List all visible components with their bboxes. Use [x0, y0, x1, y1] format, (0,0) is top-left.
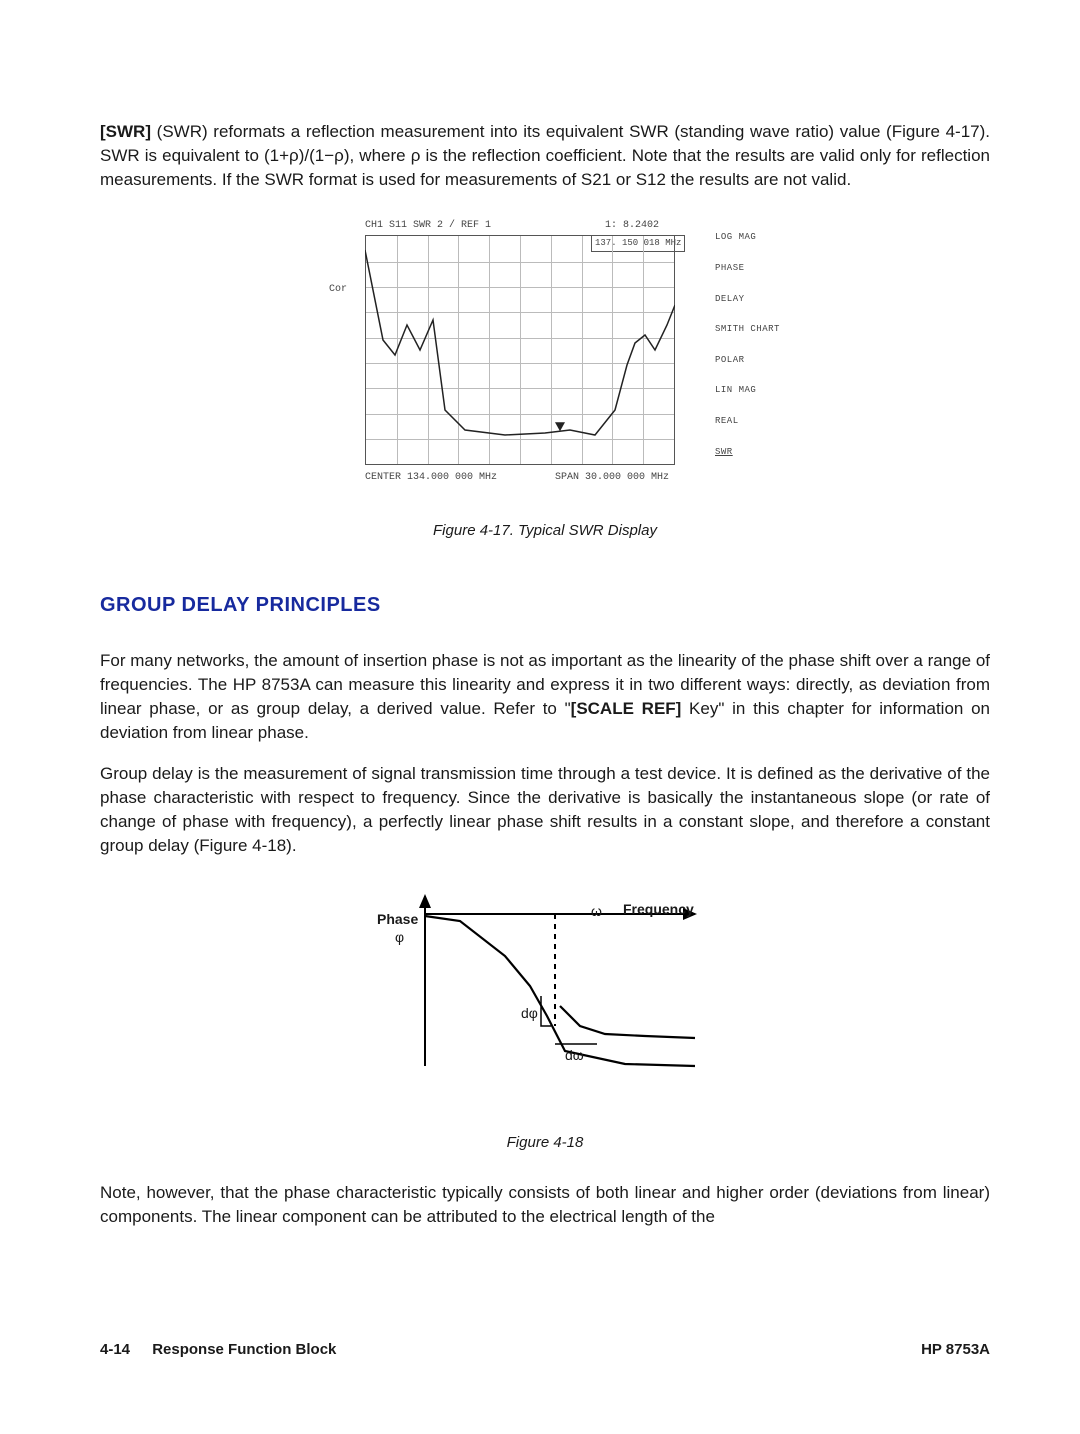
paragraph-swr: [SWR] (SWR) reformats a reflection measu…: [100, 120, 990, 191]
softkey-delay: DELAY: [715, 293, 805, 306]
page-footer: 4-14 Response Function Block HP 8753A: [100, 1339, 990, 1360]
swr-display-chart: CH1 S11 SWR 2 / REF 1 1: 8.2402 137. 150…: [285, 211, 805, 501]
softkey-log-mag: LOG MAG: [715, 231, 805, 244]
footer-section: Response Function Block: [152, 1341, 336, 1358]
swr-text: (SWR) reformats a reflection measurement…: [100, 122, 990, 189]
chart1-header-left: CH1 S11 SWR 2 / REF 1: [365, 219, 491, 233]
chart1-header-right: 1: 8.2402: [605, 219, 659, 233]
label-dphi: dφ: [521, 1004, 538, 1024]
label-phi: φ: [395, 928, 404, 948]
figure-4-17: CH1 S11 SWR 2 / REF 1 1: 8.2402 137. 150…: [100, 211, 990, 541]
footer-model: HP 8753A: [921, 1339, 990, 1360]
softkey-lin-mag: LIN MAG: [715, 384, 805, 397]
softkey-swr: SWR: [715, 446, 805, 459]
figure-4-18: Phase φ ω Frequency dφ dω Figure 4-18: [100, 878, 990, 1154]
footer-left: 4-14 Response Function Block: [100, 1339, 336, 1360]
chart1-softkey-menu: LOG MAG PHASE DELAY SMITH CHART POLAR LIN MAG…: [715, 231, 805, 476]
softkey-polar: POLAR: [715, 354, 805, 367]
paragraph-gd-intro: For many networks, the amount of inserti…: [100, 649, 990, 744]
chart1-bottom-left: CENTER 134.000 000 MHz: [365, 471, 497, 485]
label-phase: Phase: [377, 910, 418, 930]
chart1-bottom-right: SPAN 30.000 000 MHz: [555, 471, 669, 485]
chart1-side-label: Cor: [329, 283, 347, 297]
softkey-phase: PHASE: [715, 262, 805, 275]
figure-4-17-caption: Figure 4-17. Typical SWR Display: [100, 520, 990, 541]
paragraph-gd-def: Group delay is the measurement of signal…: [100, 762, 990, 857]
p2-scale-ref: [SCALE REF]: [571, 699, 682, 718]
figure-4-18-caption: Figure 4-18: [100, 1132, 990, 1153]
label-domega: dω: [565, 1046, 584, 1066]
paragraph-gd-note: Note, however, that the phase characteri…: [100, 1181, 990, 1229]
chart1-trace-svg: [365, 235, 675, 465]
label-frequency: Frequency: [623, 900, 694, 920]
softkey-smith-chart: SMITH CHART: [715, 323, 805, 336]
swr-lead: [SWR]: [100, 122, 151, 141]
section-heading-group-delay: GROUP DELAY PRINCIPLES: [100, 591, 990, 619]
softkey-real: REAL: [715, 415, 805, 428]
footer-page-number: 4-14: [100, 1341, 130, 1358]
phase-derivative-diagram: Phase φ ω Frequency dφ dω: [365, 886, 725, 1086]
label-omega: ω: [591, 902, 602, 922]
